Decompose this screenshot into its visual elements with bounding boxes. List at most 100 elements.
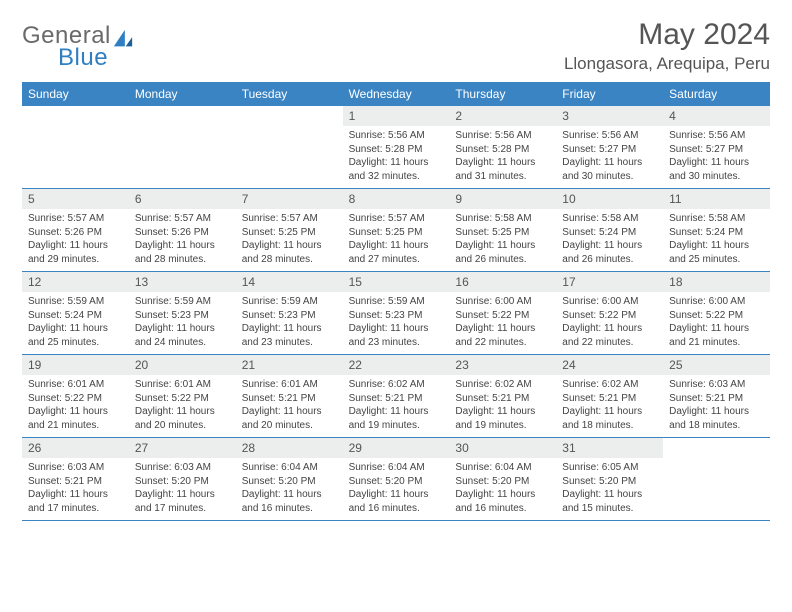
daylight-line: Daylight: 11 hours and 27 minutes. — [349, 239, 444, 266]
daylight-line: Daylight: 11 hours and 25 minutes. — [28, 322, 123, 349]
sunset-line: Sunset: 5:25 PM — [349, 226, 444, 240]
day-number: 14 — [236, 272, 343, 292]
day-detail: Sunrise: 5:59 AMSunset: 5:23 PMDaylight:… — [343, 292, 450, 353]
day-detail: Sunrise: 6:03 AMSunset: 5:21 PMDaylight:… — [663, 375, 770, 436]
sunrise-line: Sunrise: 5:56 AM — [349, 129, 444, 143]
sunset-line: Sunset: 5:21 PM — [28, 475, 123, 489]
dayname: Monday — [129, 82, 236, 106]
day-cell: 21Sunrise: 6:01 AMSunset: 5:21 PMDayligh… — [236, 355, 343, 437]
day-detail: Sunrise: 5:58 AMSunset: 5:25 PMDaylight:… — [449, 209, 556, 270]
month-title: May 2024 — [564, 18, 770, 52]
day-detail: Sunrise: 6:05 AMSunset: 5:20 PMDaylight:… — [556, 458, 663, 519]
day-detail: Sunrise: 6:00 AMSunset: 5:22 PMDaylight:… — [556, 292, 663, 353]
day-detail: Sunrise: 6:00 AMSunset: 5:22 PMDaylight:… — [449, 292, 556, 353]
daylight-line: Daylight: 11 hours and 24 minutes. — [135, 322, 230, 349]
day-cell: 18Sunrise: 6:00 AMSunset: 5:22 PMDayligh… — [663, 272, 770, 354]
day-detail: Sunrise: 6:03 AMSunset: 5:21 PMDaylight:… — [22, 458, 129, 519]
sunset-line: Sunset: 5:22 PM — [135, 392, 230, 406]
daylight-line: Daylight: 11 hours and 21 minutes. — [669, 322, 764, 349]
sunset-line: Sunset: 5:28 PM — [349, 143, 444, 157]
sunrise-line: Sunrise: 5:57 AM — [135, 212, 230, 226]
sunrise-line: Sunrise: 6:00 AM — [455, 295, 550, 309]
daylight-line: Daylight: 11 hours and 19 minutes. — [455, 405, 550, 432]
sunrise-line: Sunrise: 6:02 AM — [455, 378, 550, 392]
day-number: 6 — [129, 189, 236, 209]
day-detail: Sunrise: 5:57 AMSunset: 5:25 PMDaylight:… — [343, 209, 450, 270]
day-number: 18 — [663, 272, 770, 292]
day-number: 7 — [236, 189, 343, 209]
day-number: 15 — [343, 272, 450, 292]
day-number: 23 — [449, 355, 556, 375]
sunset-line: Sunset: 5:26 PM — [135, 226, 230, 240]
daylight-line: Daylight: 11 hours and 16 minutes. — [349, 488, 444, 515]
daylight-line: Daylight: 11 hours and 22 minutes. — [455, 322, 550, 349]
sunrise-line: Sunrise: 5:58 AM — [562, 212, 657, 226]
daylight-line: Daylight: 11 hours and 17 minutes. — [28, 488, 123, 515]
sunrise-line: Sunrise: 6:04 AM — [349, 461, 444, 475]
sunrise-line: Sunrise: 6:01 AM — [135, 378, 230, 392]
day-detail: Sunrise: 5:56 AMSunset: 5:28 PMDaylight:… — [449, 126, 556, 187]
sunset-line: Sunset: 5:22 PM — [455, 309, 550, 323]
day-number: 10 — [556, 189, 663, 209]
day-cell: 24Sunrise: 6:02 AMSunset: 5:21 PMDayligh… — [556, 355, 663, 437]
sunset-line: Sunset: 5:24 PM — [28, 309, 123, 323]
day-number: 1 — [343, 106, 450, 126]
day-cell: 16Sunrise: 6:00 AMSunset: 5:22 PMDayligh… — [449, 272, 556, 354]
day-detail: Sunrise: 6:02 AMSunset: 5:21 PMDaylight:… — [556, 375, 663, 436]
sunrise-line: Sunrise: 6:03 AM — [135, 461, 230, 475]
daylight-line: Daylight: 11 hours and 18 minutes. — [669, 405, 764, 432]
daylight-line: Daylight: 11 hours and 30 minutes. — [669, 156, 764, 183]
calendar: SundayMondayTuesdayWednesdayThursdayFrid… — [22, 82, 770, 521]
sunset-line: Sunset: 5:25 PM — [242, 226, 337, 240]
day-cell: 26Sunrise: 6:03 AMSunset: 5:21 PMDayligh… — [22, 438, 129, 520]
day-number: 26 — [22, 438, 129, 458]
day-cell: 11Sunrise: 5:58 AMSunset: 5:24 PMDayligh… — [663, 189, 770, 271]
sunset-line: Sunset: 5:23 PM — [242, 309, 337, 323]
day-cell: 17Sunrise: 6:00 AMSunset: 5:22 PMDayligh… — [556, 272, 663, 354]
day-number: 28 — [236, 438, 343, 458]
daylight-line: Daylight: 11 hours and 26 minutes. — [455, 239, 550, 266]
day-number: 2 — [449, 106, 556, 126]
sunrise-line: Sunrise: 5:56 AM — [562, 129, 657, 143]
sunset-line: Sunset: 5:21 PM — [349, 392, 444, 406]
day-cell: 20Sunrise: 6:01 AMSunset: 5:22 PMDayligh… — [129, 355, 236, 437]
day-detail: Sunrise: 6:04 AMSunset: 5:20 PMDaylight:… — [343, 458, 450, 519]
day-number: 11 — [663, 189, 770, 209]
day-cell: 19Sunrise: 6:01 AMSunset: 5:22 PMDayligh… — [22, 355, 129, 437]
day-cell: 6Sunrise: 5:57 AMSunset: 5:26 PMDaylight… — [129, 189, 236, 271]
sunset-line: Sunset: 5:27 PM — [669, 143, 764, 157]
empty-cell — [663, 438, 770, 520]
dayname: Friday — [556, 82, 663, 106]
sunrise-line: Sunrise: 5:56 AM — [669, 129, 764, 143]
day-detail: Sunrise: 5:56 AMSunset: 5:28 PMDaylight:… — [343, 126, 450, 187]
day-detail: Sunrise: 5:56 AMSunset: 5:27 PMDaylight:… — [556, 126, 663, 187]
sunrise-line: Sunrise: 6:04 AM — [242, 461, 337, 475]
day-number: 31 — [556, 438, 663, 458]
week-row: 19 Sunrise: 6:01 AMSunset: 5:22 PM Dayligh… — [22, 355, 770, 438]
day-number: 22 — [343, 355, 450, 375]
daylight-line: Daylight: 11 hours and 23 minutes. — [242, 322, 337, 349]
day-cell: 4Sunrise: 5:56 AMSunset: 5:27 PMDaylight… — [663, 106, 770, 188]
day-cell: 29Sunrise: 6:04 AMSunset: 5:20 PMDayligh… — [343, 438, 450, 520]
daylight-line: Daylight: 11 hours and 23 minutes. — [349, 322, 444, 349]
sunrise-line: Sunrise: 6:03 AM — [669, 378, 764, 392]
dayname: Thursday — [449, 82, 556, 106]
calendar-page: GeneralBlue May 2024 Llongasora, Arequip… — [0, 0, 792, 539]
sunset-line: Sunset: 5:20 PM — [135, 475, 230, 489]
week-row: 5Sunrise: 5:57 AMSunset: 5:26 PMDaylight… — [22, 189, 770, 272]
sunrise-line: Sunrise: 6:02 AM — [349, 378, 444, 392]
day-detail: Sunrise: 5:56 AMSunset: 5:27 PMDaylight:… — [663, 126, 770, 187]
day-detail: Sunrise: 6:03 AMSunset: 5:20 PMDaylight:… — [129, 458, 236, 519]
title-block: May 2024 Llongasora, Arequipa, Peru — [564, 18, 770, 74]
day-number: 19 — [22, 355, 129, 375]
daylight-line: Daylight: 11 hours and 30 minutes. — [562, 156, 657, 183]
sunset-line: Sunset: 5:28 PM — [455, 143, 550, 157]
day-detail: Sunrise: 5:57 AMSunset: 5:26 PMDaylight:… — [129, 209, 236, 270]
sunset-line: Sunset: 5:24 PM — [669, 226, 764, 240]
daylight-line: Daylight: 11 hours and 19 minutes. — [349, 405, 444, 432]
day-number: 27 — [129, 438, 236, 458]
header: GeneralBlue May 2024 Llongasora, Arequip… — [22, 18, 770, 74]
sunset-line: Sunset: 5:25 PM — [455, 226, 550, 240]
sunset-line: Sunset: 5:21 PM — [669, 392, 764, 406]
day-detail: Sunrise: 5:57 AMSunset: 5:26 PMDaylight:… — [22, 209, 129, 270]
